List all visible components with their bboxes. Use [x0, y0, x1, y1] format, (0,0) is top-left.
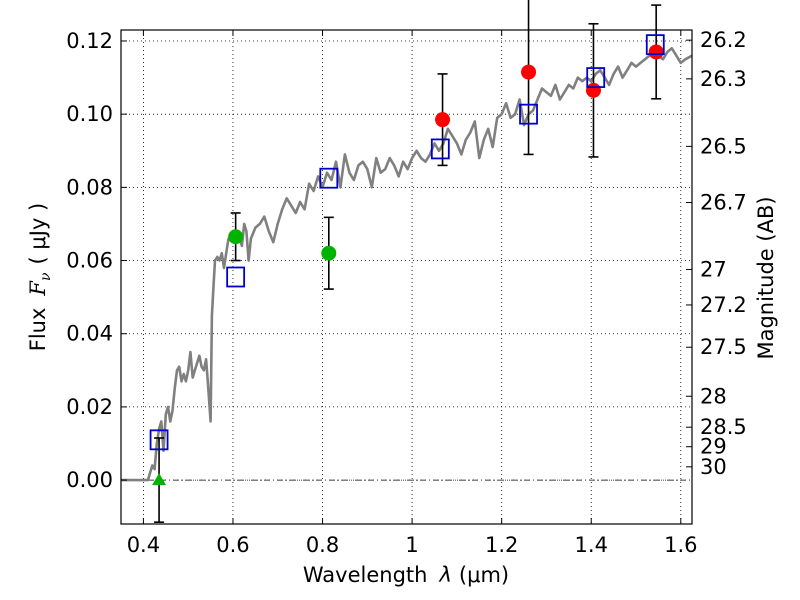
observed-flux-point	[585, 82, 601, 98]
y-tick-label: 0.02	[66, 395, 113, 419]
magnitude-tick-label: 26.3	[700, 67, 747, 91]
model-photometry-square	[519, 103, 538, 125]
model-photometry-square	[645, 34, 665, 56]
x-tick-label: 0.8	[306, 533, 339, 557]
y-tick-label: 0.04	[66, 322, 113, 346]
magnitude-tick-label: 29	[700, 435, 727, 459]
model-photometry-square	[430, 138, 450, 160]
observed-flux-point	[435, 112, 451, 128]
x-tick-label: 0.6	[216, 533, 249, 557]
model-sed-layer	[121, 46, 693, 482]
magnitude-tick-label: 28.5	[700, 415, 747, 439]
model-sed-curve	[121, 46, 693, 482]
magnitude-tick-label: 28	[700, 384, 727, 408]
axes-frame	[120, 29, 693, 525]
tick-layer	[121, 30, 692, 524]
x-tick-label: 1.4	[575, 533, 608, 557]
x-tick-label: 1.6	[664, 533, 697, 557]
magnitude-tick-label: 26.2	[700, 28, 747, 52]
observed-flux-point	[521, 64, 537, 80]
y-tick-label: 0.12	[66, 29, 113, 53]
model-photometry-square	[226, 266, 246, 288]
model-photometry-square	[319, 167, 339, 189]
magnitude-tick-label: 30	[700, 455, 727, 479]
label-layer: 0.4 0.6 0.8 1 1.2 1.4 1.6 0.00 0.02 0.04 0.06 0.08 0…	[66, 28, 747, 557]
x-tick-label: 0.4	[127, 533, 160, 557]
model-photometry-square	[149, 429, 169, 451]
magnitude-tick-label: 27	[700, 258, 727, 282]
secondary-y-axis-label: Magnitude (AB)	[754, 196, 778, 359]
upper-limit-triangle	[152, 473, 167, 486]
y-tick-label: 0.00	[66, 468, 113, 492]
magnitude-tick-label: 27.5	[700, 335, 747, 359]
y-tick-label: 0.10	[66, 102, 113, 126]
model-photometry-square	[586, 67, 606, 88]
magnitude-tick-label: 26.7	[700, 191, 747, 215]
y-tick-label: 0.08	[66, 175, 113, 199]
observed-flux-point	[648, 44, 664, 60]
grid-layer	[121, 30, 692, 524]
x-tick-label: 1	[405, 533, 418, 557]
magnitude-tick-label: 27.2	[700, 293, 747, 317]
observed-flux-point	[228, 229, 244, 245]
x-tick-label: 1.2	[485, 533, 518, 557]
magnitude-tick-label: 26.5	[700, 134, 747, 158]
y-axis-label: FluxFν( μJy )	[26, 203, 54, 351]
x-axis-label: Wavelength λ (μm)	[303, 563, 509, 587]
observed-points-layer	[152, 44, 664, 486]
model-photometry-layer	[149, 34, 665, 451]
observed-flux-point	[321, 245, 337, 261]
y-tick-label: 0.06	[66, 249, 113, 273]
